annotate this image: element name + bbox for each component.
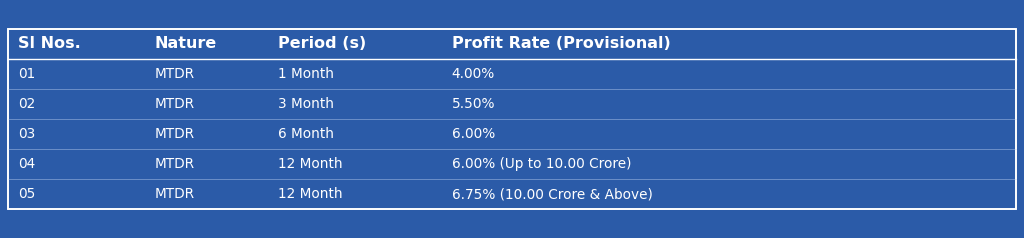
Text: 12 Month: 12 Month <box>278 187 342 201</box>
Text: MTDR: MTDR <box>155 127 195 141</box>
Text: 12 Month: 12 Month <box>278 157 342 171</box>
Text: 05: 05 <box>18 187 36 201</box>
Text: 6.00%: 6.00% <box>452 127 495 141</box>
Bar <box>8 29 1016 209</box>
Bar <box>8 29 1016 209</box>
Text: MTDR: MTDR <box>155 97 195 111</box>
Text: Sl Nos.: Sl Nos. <box>18 36 81 51</box>
Text: 03: 03 <box>18 127 36 141</box>
Text: MTDR: MTDR <box>155 187 195 201</box>
Text: MTDR: MTDR <box>155 157 195 171</box>
Text: 01: 01 <box>18 67 36 81</box>
Text: 04: 04 <box>18 157 36 171</box>
Text: 1 Month: 1 Month <box>278 67 334 81</box>
Text: 6.00% (Up to 10.00 Crore): 6.00% (Up to 10.00 Crore) <box>452 157 631 171</box>
Text: 6 Month: 6 Month <box>278 127 334 141</box>
Text: Profit Rate (Provisional): Profit Rate (Provisional) <box>452 36 671 51</box>
Text: 6.75% (10.00 Crore & Above): 6.75% (10.00 Crore & Above) <box>452 187 652 201</box>
Text: 02: 02 <box>18 97 36 111</box>
Text: MTDR: MTDR <box>155 67 195 81</box>
Text: Period (s): Period (s) <box>278 36 366 51</box>
Text: 5.50%: 5.50% <box>452 97 495 111</box>
Text: 4.00%: 4.00% <box>452 67 495 81</box>
Text: 3 Month: 3 Month <box>278 97 334 111</box>
Text: Nature: Nature <box>155 36 217 51</box>
